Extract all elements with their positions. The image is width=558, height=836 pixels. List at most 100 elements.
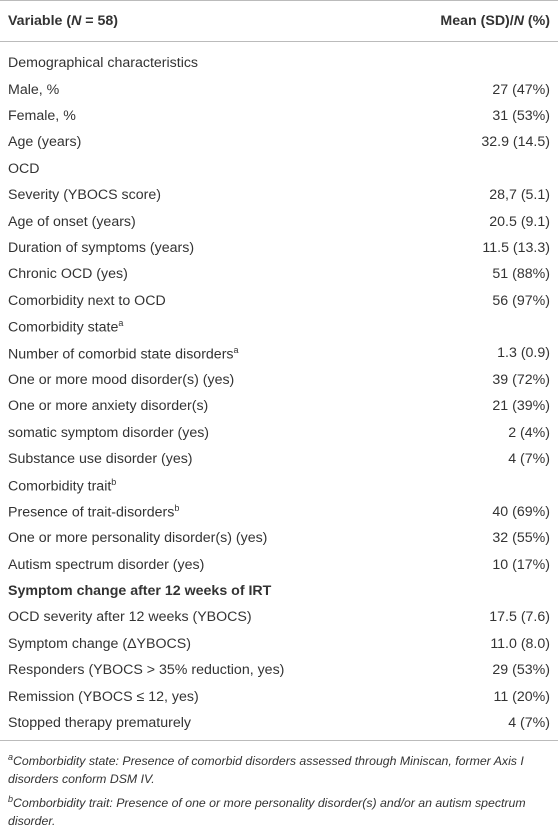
value-cell: 39 (72%)	[390, 367, 558, 393]
label-cell: somatic symptom disorder (yes)	[0, 419, 390, 445]
header-italic: N	[513, 13, 524, 29]
table-row: somatic symptom disorder (yes) 2 (4%)	[0, 419, 558, 445]
row-value: 27 (47%)	[492, 81, 550, 98]
row-label: OCD	[8, 160, 40, 177]
row-label: One or more personality disorder(s) (yes…	[8, 530, 268, 547]
footnote-mark: b	[8, 794, 14, 805]
header-row: Variable (N = 58) Mean (SD)/N (%)	[0, 0, 558, 42]
row-value: 11.5 (13.3)	[482, 239, 550, 256]
label-cell: Symptom change after 12 weeks of IRT	[0, 578, 390, 604]
header-text: Mean (SD)/	[440, 13, 514, 29]
table-body: Demographical characteristics Male, % 27 (…	[0, 42, 558, 742]
row-label: Age of onset (years)	[8, 213, 136, 230]
row-label: Chronic OCD (yes)	[8, 266, 128, 283]
value-cell: 11.0 (8.0)	[390, 631, 558, 657]
value-cell: 17.5 (7.6)	[390, 604, 558, 630]
footnote-text: Comborbidity trait: Presence of one or m…	[8, 796, 526, 828]
table-row: Substance use disorder (yes) 4 (7%)	[0, 446, 558, 472]
footnote: bComborbidity trait: Presence of one or …	[8, 791, 550, 830]
label-cell: Remission (YBOCS ≤ 12, yes)	[0, 683, 390, 709]
row-label: Symptom change (ΔYBOCS)	[8, 635, 191, 652]
label-cell: Severity (YBOCS score)	[0, 182, 390, 208]
table-row: Male, % 27 (47%)	[0, 76, 558, 102]
row-label: Stopped therapy prematurely	[8, 714, 191, 731]
value-cell	[390, 472, 558, 498]
footnote-mark: b	[111, 476, 117, 487]
label-cell: Comorbidity next to OCD	[0, 288, 390, 314]
table-row: Comorbidity next to OCD 56 (97%)	[0, 288, 558, 314]
value-cell: 1.3 (0.9)	[390, 340, 558, 366]
table-row: Number of comorbid state disordersa 1.3 (…	[0, 340, 558, 366]
row-label: Number of comorbid state disorders	[8, 346, 234, 363]
row-label: Comorbidity trait	[8, 478, 112, 495]
label-cell: Responders (YBOCS > 35% reduction, yes)	[0, 657, 390, 683]
label-cell: Demographical characteristics	[0, 42, 390, 77]
value-cell: 2 (4%)	[390, 419, 558, 445]
table-row: Comorbidity traitb	[0, 472, 558, 498]
label-cell: Substance use disorder (yes)	[0, 446, 390, 472]
value-cell: 32.9 (14.5)	[390, 129, 558, 155]
row-label: Demographical characteristics	[8, 55, 199, 72]
value-cell: 56 (97%)	[390, 288, 558, 314]
row-label: Male, %	[8, 81, 60, 98]
row-value: 32.9 (14.5)	[481, 134, 550, 151]
label-cell: Stopped therapy prematurely	[0, 709, 391, 742]
row-value: 29 (53%)	[492, 662, 550, 679]
table-row: Autism spectrum disorder (yes) 10 (17%)	[0, 551, 558, 577]
footnote: aComborbidity state: Presence of comorbi…	[8, 749, 550, 788]
value-cell: 31 (53%)	[390, 103, 558, 129]
value-cell	[390, 42, 558, 77]
table-row: Presence of trait-disordersb 40 (69%)	[0, 499, 558, 525]
row-value: 17.5 (7.6)	[489, 609, 550, 626]
value-cell: 21 (39%)	[390, 393, 558, 419]
row-value: 11 (20%)	[493, 688, 550, 705]
table-row: One or more anxiety disorder(s) 21 (39%)	[0, 393, 558, 419]
header-text: = 58)	[81, 13, 119, 29]
row-value: 40 (69%)	[492, 503, 550, 520]
header-text: (%)	[523, 13, 550, 29]
header-cell: Mean (SD)/N (%)	[390, 0, 558, 42]
footnote-mark: a	[118, 318, 124, 329]
label-cell: Number of comorbid state disordersa	[0, 340, 390, 366]
row-value: 21 (39%)	[492, 398, 550, 415]
footnotes: aComborbidity state: Presence of comorbi…	[0, 741, 558, 830]
label-cell: Autism spectrum disorder (yes)	[0, 551, 390, 577]
footnote-mark: a	[233, 344, 239, 355]
row-value: 4 (7%)	[508, 451, 550, 468]
label-cell: OCD severity after 12 weeks (YBOCS)	[0, 604, 390, 630]
row-label: Comorbidity next to OCD	[8, 292, 166, 309]
row-label: OCD severity after 12 weeks (YBOCS)	[8, 609, 252, 626]
table-row: Age (years) 32.9 (14.5)	[0, 129, 558, 155]
row-value: 20.5 (9.1)	[489, 213, 550, 230]
label-cell: Comorbidity traitb	[0, 472, 390, 498]
table-row: Demographical characteristics	[0, 42, 558, 77]
footnote-text: Comborbidity state: Presence of comorbid…	[8, 754, 524, 786]
data-table: Variable (N = 58) Mean (SD)/N (%) Demogr…	[0, 0, 558, 742]
table-row: Comorbidity statea	[0, 314, 558, 340]
row-value: 28,7 (5.1)	[489, 187, 550, 204]
value-cell: 32 (55%)	[390, 525, 558, 551]
row-label: Remission (YBOCS ≤ 12, yes)	[8, 688, 199, 705]
label-cell: Age (years)	[0, 129, 390, 155]
footnote-mark: b	[174, 502, 180, 513]
table-row: Responders (YBOCS > 35% reduction, yes) 2…	[0, 657, 558, 683]
value-cell: 20.5 (9.1)	[390, 208, 558, 234]
row-label: Symptom change after 12 weeks of IRT	[8, 583, 272, 599]
row-label: Female, %	[8, 107, 76, 124]
row-value: 2 (4%)	[508, 424, 550, 441]
label-cell: Female, %	[0, 103, 390, 129]
table-row: One or more personality disorder(s) (yes…	[0, 525, 558, 551]
label-cell: Presence of trait-disordersb	[0, 499, 390, 525]
row-value: 51 (88%)	[492, 266, 550, 283]
row-value: 4 (7%)	[508, 714, 550, 731]
row-label: Severity (YBOCS score)	[8, 187, 161, 204]
table-row: Severity (YBOCS score) 28,7 (5.1)	[0, 182, 558, 208]
label-cell: OCD	[0, 156, 390, 182]
row-value: 10 (17%)	[492, 556, 550, 573]
table-row: Stopped therapy prematurely 4 (7%)	[0, 709, 558, 742]
row-label: One or more mood disorder(s) (yes)	[8, 371, 235, 388]
row-label: Duration of symptoms (years)	[8, 239, 195, 256]
value-cell	[390, 156, 558, 182]
value-cell: 4 (7%)	[390, 709, 558, 742]
table-row: Age of onset (years) 20.5 (9.1)	[0, 208, 558, 234]
